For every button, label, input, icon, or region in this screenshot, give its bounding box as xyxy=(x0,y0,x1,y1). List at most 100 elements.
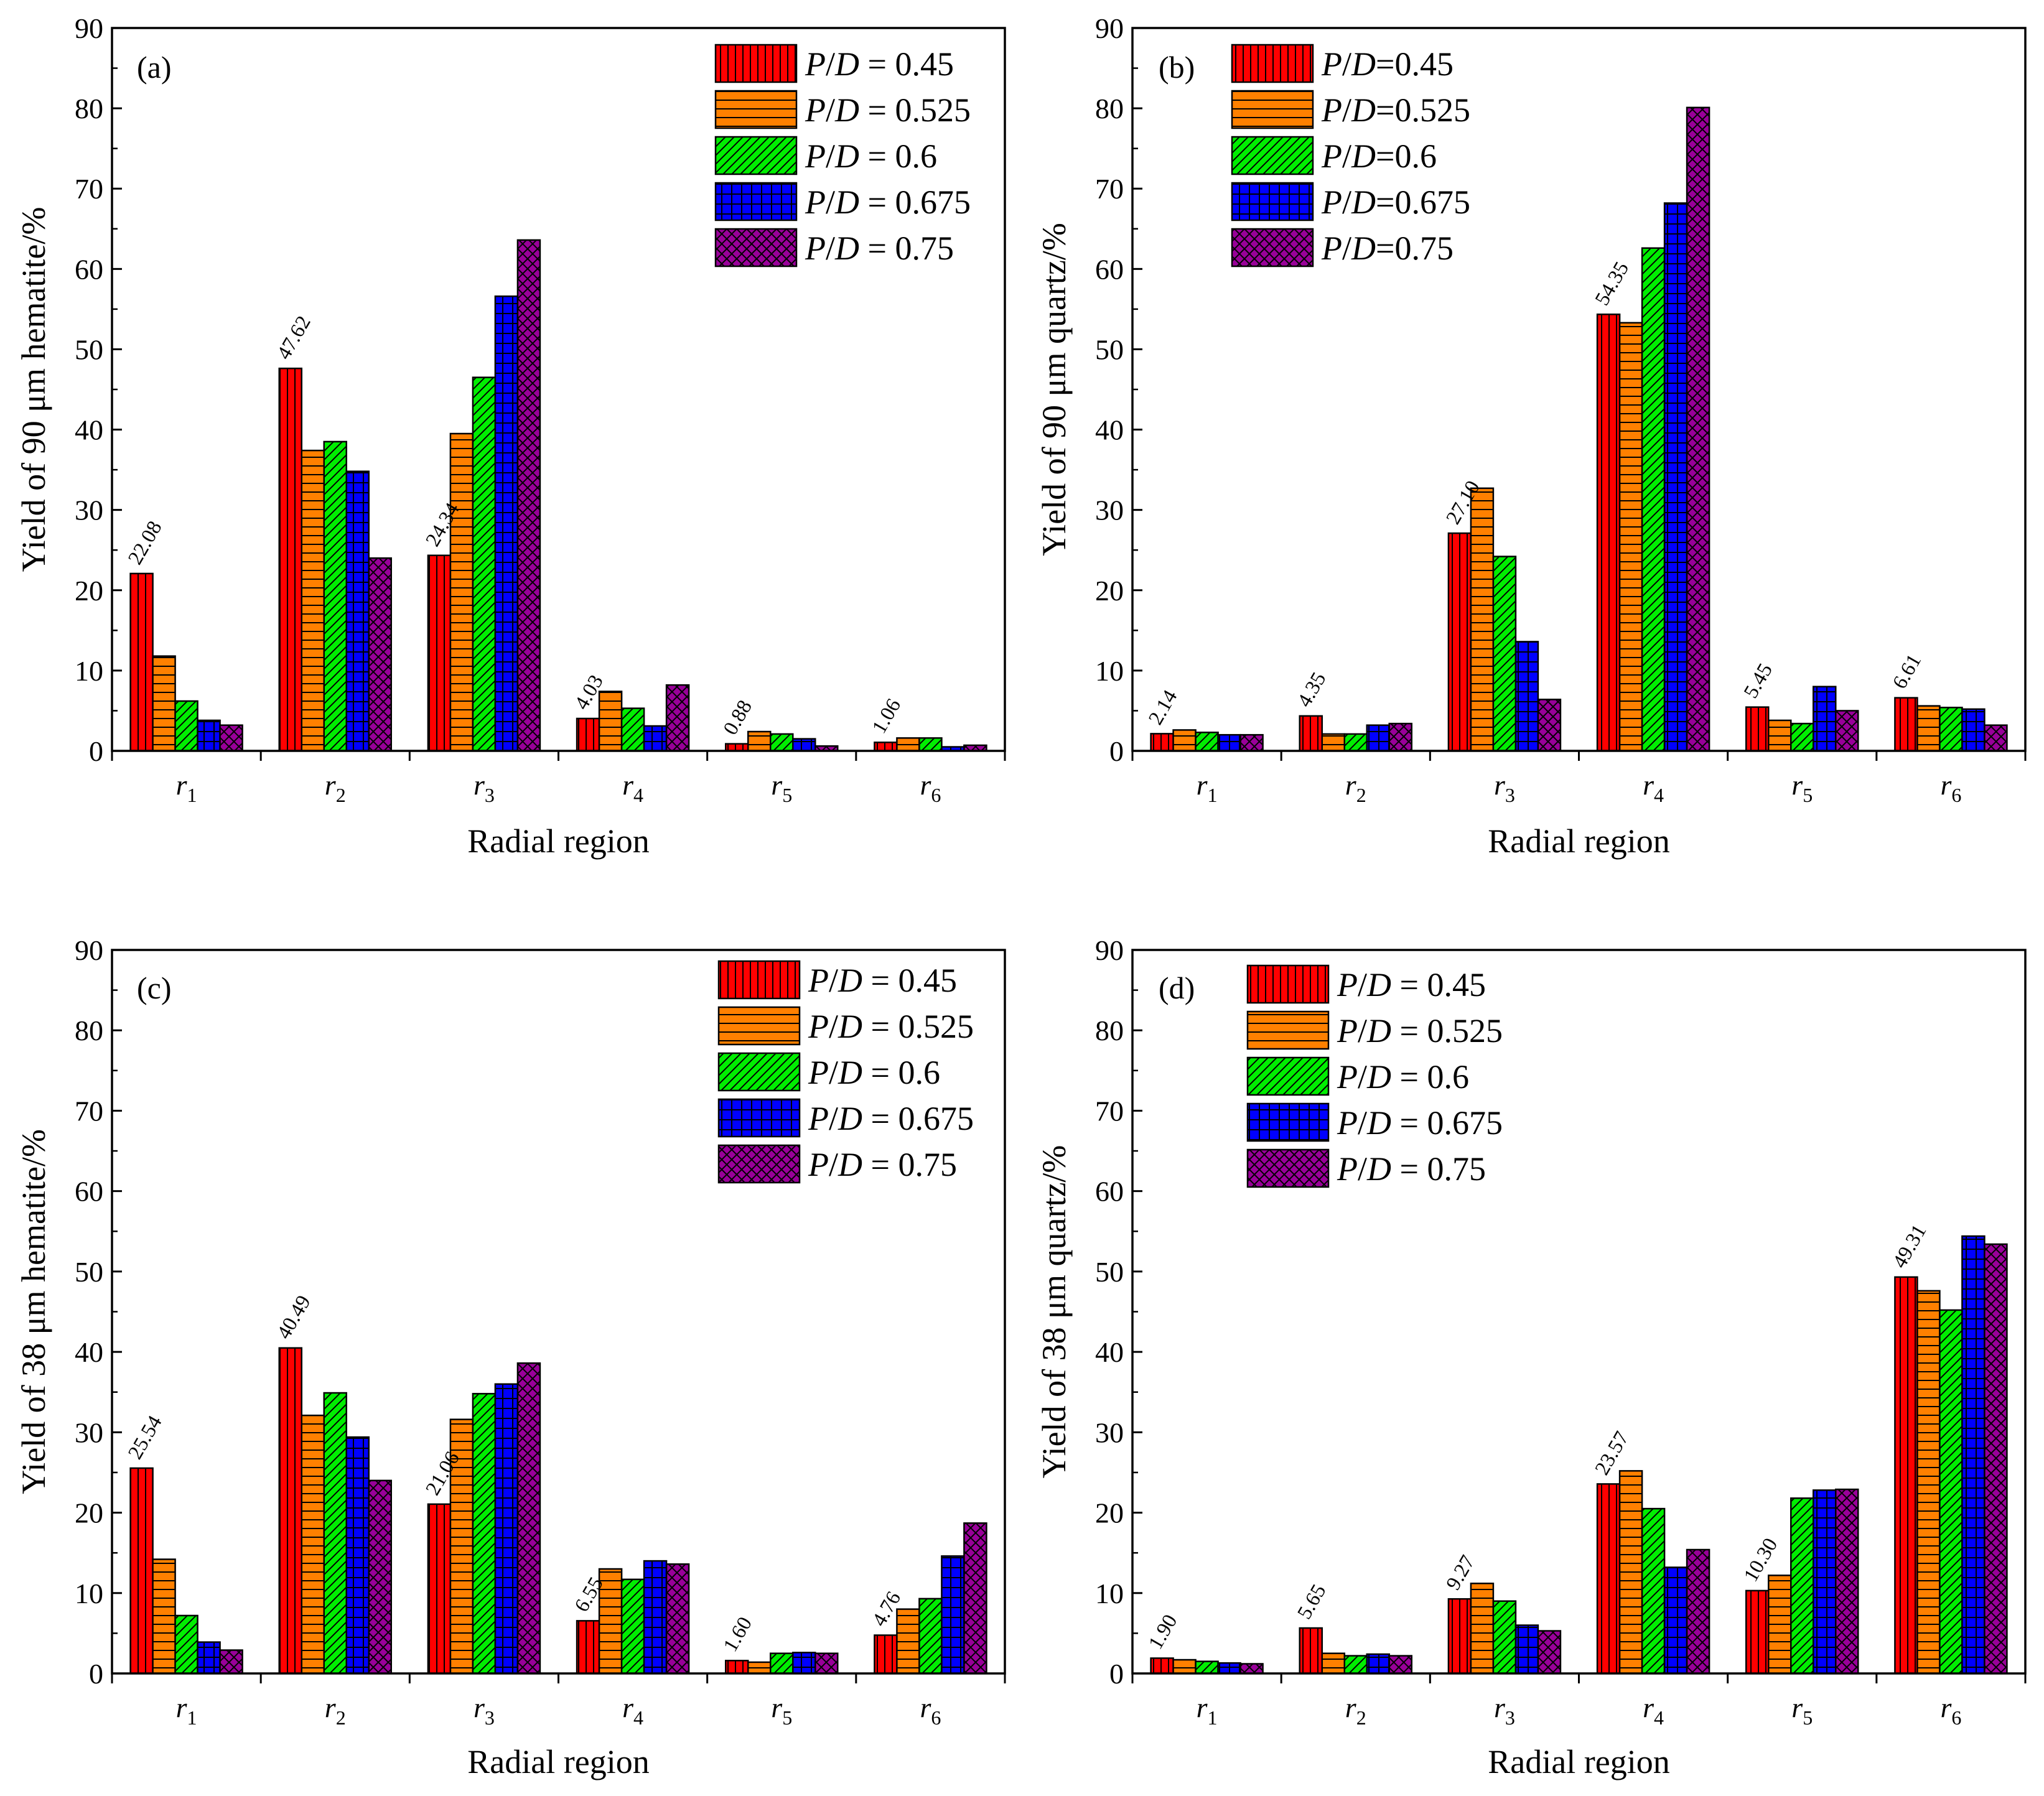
bar-r2-series-0 xyxy=(1299,1627,1323,1675)
bar-r4-series-1 xyxy=(598,691,623,752)
bar-r2-series-2 xyxy=(323,1392,347,1675)
x-tick-label: r1 xyxy=(176,769,197,806)
y-tick-label: 50 xyxy=(75,1256,103,1288)
legend-swatch-1 xyxy=(717,1006,801,1046)
x-tick-label: r6 xyxy=(920,1691,941,1729)
legend-swatch-0 xyxy=(1231,44,1314,83)
legend-label: P/D = 0.45 xyxy=(805,45,954,83)
bar-r1-series-0 xyxy=(129,572,154,752)
bar-r3-series-4 xyxy=(1537,699,1562,752)
legend-swatch-4 xyxy=(1231,228,1314,268)
y-tick-label: 90 xyxy=(75,12,103,44)
bar-r4-series-0 xyxy=(1596,314,1621,752)
x-tick-label: r6 xyxy=(1940,769,1961,806)
bar-r1-series-2 xyxy=(1195,1660,1219,1675)
y-tick-label: 90 xyxy=(1095,934,1124,966)
y-tick-label: 40 xyxy=(75,1336,103,1368)
legend: P/D=0.45 P/D=0.525 P/D=0.6 P/D=0.675 P/D=0.7… xyxy=(1231,44,1470,268)
y-tick-label: 20 xyxy=(1095,575,1124,607)
legend-swatch-2 xyxy=(1231,136,1314,175)
bar-r3-series-1 xyxy=(449,1418,474,1675)
x-tick-label: r6 xyxy=(920,769,941,806)
legend-label: P/D = 0.525 xyxy=(808,1008,974,1045)
data-label: 40.49 xyxy=(273,1291,315,1342)
data-label: 1.60 xyxy=(719,1613,757,1655)
panel-label: (b) xyxy=(1159,50,1195,85)
bar-r3-series-0 xyxy=(1447,1598,1472,1675)
legend-label: P/D = 0.675 xyxy=(805,184,971,221)
bar-r1-series-1 xyxy=(1172,1659,1197,1675)
bar-r3-series-2 xyxy=(1492,1600,1517,1675)
bar-r5-series-3 xyxy=(1813,1489,1837,1675)
x-axis-title: Radial region xyxy=(467,1743,649,1780)
y-tick-label: 70 xyxy=(1095,173,1124,205)
x-tick-label: r1 xyxy=(176,1691,197,1729)
y-tick-label: 30 xyxy=(75,1417,103,1448)
bar-r5-series-2 xyxy=(770,733,794,752)
bar-r5-series-0 xyxy=(1745,706,1770,752)
bar-r1-series-1 xyxy=(152,655,176,752)
bar-r1-series-4 xyxy=(1239,1663,1264,1675)
bar-r6-series-0 xyxy=(1894,697,1918,752)
y-tick-label: 0 xyxy=(1109,735,1124,767)
legend-swatch-2 xyxy=(714,136,798,175)
legend-label: P/D = 0.525 xyxy=(805,91,971,129)
legend-swatch-1 xyxy=(1246,1010,1330,1050)
y-axis-title: Yield of 90 μm quartz/% xyxy=(1035,223,1073,556)
legend-swatch-2 xyxy=(1246,1056,1330,1096)
legend-swatch-3 xyxy=(717,1098,801,1138)
x-tick-label: r4 xyxy=(622,769,643,806)
legend-swatch-0 xyxy=(1246,964,1330,1004)
y-tick-label: 80 xyxy=(75,93,103,124)
bar-r5-series-0 xyxy=(1745,1589,1770,1675)
legend-swatch-3 xyxy=(714,182,798,221)
bar-r4-series-0 xyxy=(576,717,600,752)
bar-r2-series-2 xyxy=(1343,733,1368,752)
y-tick-label: 60 xyxy=(1095,253,1124,285)
legend: P/D = 0.45 P/D = 0.525 P/D = 0.6 P/D = 0.67… xyxy=(1246,964,1503,1188)
bar-r4-series-3 xyxy=(1663,202,1688,752)
bar-r4-series-0 xyxy=(576,1620,600,1675)
bar-r3-series-2 xyxy=(472,376,497,752)
bar-r1-series-4 xyxy=(219,724,243,752)
bar-r5-series-2 xyxy=(770,1652,794,1675)
bar-r5-series-4 xyxy=(1835,710,1859,752)
bar-r1-series-3 xyxy=(197,1641,221,1675)
bar-r1-series-0 xyxy=(1150,733,1174,752)
bar-r4-series-4 xyxy=(665,684,690,752)
panel-label: (a) xyxy=(137,50,172,85)
bar-r5-series-2 xyxy=(1790,722,1814,752)
bar-r6-series-3 xyxy=(941,1555,965,1675)
y-tick-label: 10 xyxy=(75,655,103,687)
bar-r4-series-4 xyxy=(665,1563,690,1675)
x-tick-label: r4 xyxy=(622,1691,643,1729)
data-label: 5.65 xyxy=(1294,1581,1331,1623)
bar-r2-series-4 xyxy=(1388,1655,1412,1675)
bar-r6-series-2 xyxy=(918,1598,943,1675)
data-label: 6.61 xyxy=(1888,651,1926,693)
x-tick-label: r4 xyxy=(1643,769,1664,806)
bar-r4-series-3 xyxy=(1663,1566,1688,1675)
y-tick-label: 10 xyxy=(1095,655,1124,687)
bar-r4-series-4 xyxy=(1686,1548,1710,1675)
legend-swatch-4 xyxy=(714,228,798,268)
bar-r2-series-4 xyxy=(368,1479,392,1675)
bar-r3-series-1 xyxy=(449,432,474,752)
y-tick-label: 90 xyxy=(75,934,103,966)
y-tick-label: 0 xyxy=(1109,1658,1124,1690)
bar-r2-series-0 xyxy=(278,367,302,752)
y-tick-label: 20 xyxy=(75,575,103,607)
bar-r3-series-0 xyxy=(427,1503,452,1675)
bar-r3-series-1 xyxy=(1470,487,1495,752)
x-tick-label: r6 xyxy=(1940,1691,1961,1729)
x-tick-label: r1 xyxy=(1197,769,1218,806)
y-tick-label: 70 xyxy=(75,173,103,205)
bar-r5-series-0 xyxy=(725,1660,749,1675)
y-tick-label: 40 xyxy=(1095,414,1124,446)
bar-r5-series-3 xyxy=(1813,686,1837,752)
bar-r6-series-4 xyxy=(963,1522,987,1675)
x-tick-label: r5 xyxy=(771,769,792,806)
legend-label: P/D=0.525 xyxy=(1321,91,1470,129)
